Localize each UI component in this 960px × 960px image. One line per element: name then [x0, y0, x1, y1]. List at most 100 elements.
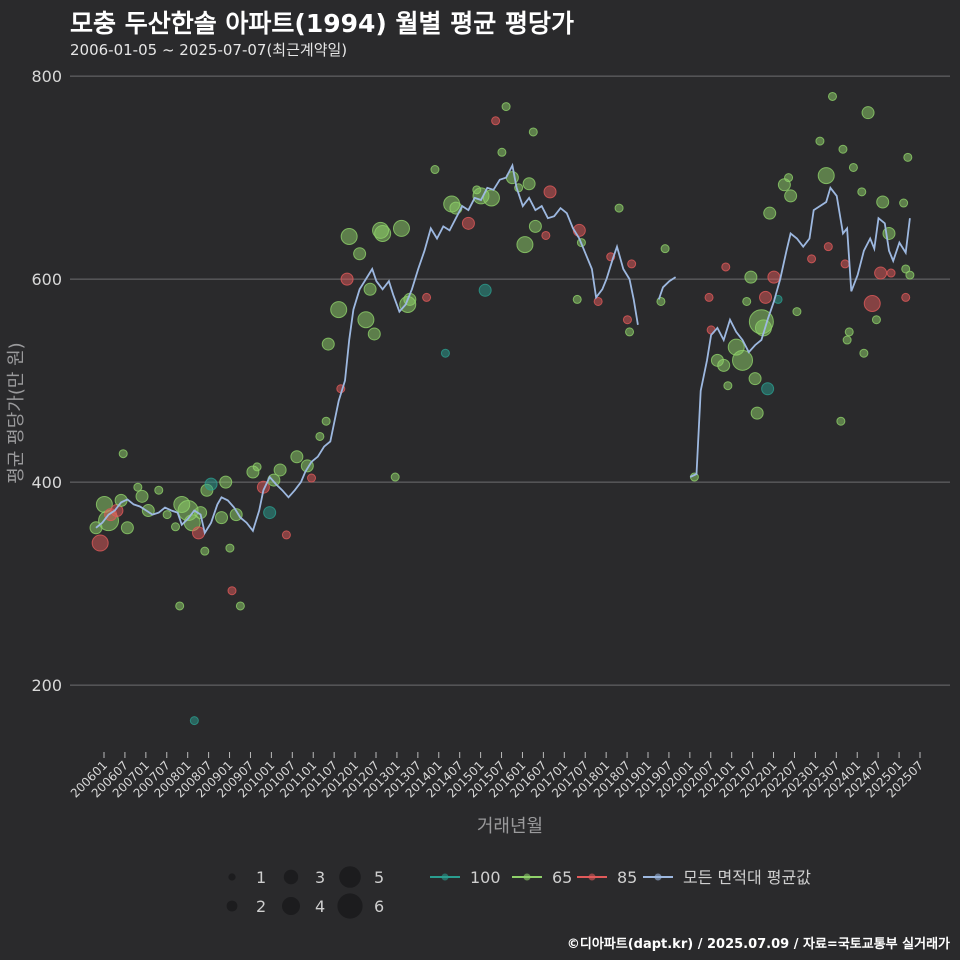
point-85-77 [541, 230, 551, 240]
point-65-99 [742, 296, 752, 306]
point-85-18 [192, 526, 206, 540]
point-65-115 [815, 136, 825, 146]
point-65-29 [235, 601, 245, 611]
average-line-segment-0 [95, 162, 639, 536]
point-85-78 [543, 185, 557, 199]
point-100-106 [761, 382, 775, 396]
point-85-114 [807, 254, 817, 264]
point-65-23 [200, 546, 210, 556]
point-85-136 [901, 292, 911, 302]
y-tick-label: 200 [31, 676, 62, 695]
point-65-112 [784, 189, 798, 203]
point-65-49 [357, 311, 375, 329]
point-65-55 [392, 219, 410, 237]
point-85-96 [721, 262, 731, 272]
point-65-76 [528, 219, 542, 233]
point-65-84 [614, 203, 624, 213]
y-tick-labels: 200 400 600 800 [31, 67, 62, 695]
point-85-117 [823, 242, 833, 252]
point-100-24 [189, 716, 199, 726]
point-65-132 [882, 226, 896, 240]
point-65-27 [225, 543, 235, 553]
point-65-13 [162, 510, 172, 520]
legend-dot-2 [588, 873, 596, 881]
point-100-34 [263, 506, 277, 520]
legend-dot-0 [441, 873, 449, 881]
point-65-131 [876, 195, 890, 209]
legend-size-label: 5 [374, 868, 384, 887]
point-85-128 [863, 294, 881, 312]
legend-size-3 [283, 869, 299, 885]
point-65-41 [315, 431, 325, 441]
point-65-129 [871, 315, 881, 325]
average-line-segment-1 [657, 276, 677, 300]
point-65-116 [817, 167, 835, 185]
point-65-118 [827, 91, 837, 101]
point-100-66 [478, 283, 492, 297]
average-line-segment-2 [689, 185, 911, 478]
point-65-127 [861, 106, 875, 120]
legend-series-label: 모든 면적대 평균값 [683, 868, 811, 887]
point-65-120 [838, 144, 848, 154]
point-65-86 [625, 327, 635, 337]
point-85-37 [281, 530, 291, 540]
point-65-28 [229, 508, 243, 522]
point-65-42 [321, 416, 331, 426]
point-65-79 [572, 294, 582, 304]
point-65-122 [842, 335, 852, 345]
point-65-53 [374, 224, 392, 242]
y-tick-label: 800 [31, 67, 62, 86]
point-65-50 [363, 282, 377, 296]
legend-series-label: 100 [470, 868, 501, 887]
legend-dot-1 [523, 873, 531, 881]
legend-size-label: 2 [256, 897, 266, 916]
point-65-138 [905, 270, 915, 280]
point-85-108 [767, 270, 781, 284]
point-65-47 [340, 228, 358, 246]
legend-size-label: 4 [315, 897, 325, 916]
point-85-63 [461, 216, 475, 230]
point-85-68 [491, 116, 501, 126]
legend-size-2 [226, 900, 238, 912]
point-65-70 [501, 102, 511, 112]
point-65-62 [449, 201, 463, 215]
point-65-101 [748, 372, 762, 386]
point-85-40 [307, 473, 317, 483]
point-65-26 [219, 475, 233, 489]
point-65-12 [154, 485, 164, 495]
point-65-88 [656, 296, 666, 306]
legend-size-label: 1 [256, 868, 266, 887]
point-65-51 [367, 327, 381, 341]
legend-series-label: 65 [552, 868, 572, 887]
y-tick-label: 400 [31, 473, 62, 492]
point-65-43 [321, 337, 335, 351]
point-65-7 [120, 521, 134, 535]
point-85-121 [840, 259, 850, 269]
point-100-21 [204, 477, 218, 491]
point-65-8 [118, 449, 128, 459]
point-65-22 [175, 601, 185, 611]
point-65-95 [723, 381, 733, 391]
point-85-1 [91, 534, 109, 552]
point-65-125 [857, 187, 867, 197]
point-65-89 [660, 244, 670, 254]
point-65-59 [430, 165, 440, 175]
legend-size-1 [228, 873, 236, 881]
point-65-32 [252, 462, 262, 472]
point-65-123 [844, 327, 854, 337]
point-65-135 [901, 264, 911, 274]
average-line [95, 162, 911, 536]
chart-subtitle: 2006-01-05 ~ 2025-07-07(최근계약일) [70, 41, 348, 59]
point-100-60 [440, 348, 450, 358]
point-85-46 [340, 272, 354, 286]
point-65-98 [732, 349, 754, 371]
point-65-9 [133, 482, 143, 492]
y-axis-label: 평균 평당가(만 원) [6, 342, 27, 483]
point-85-82 [593, 296, 603, 306]
scatter-points [89, 91, 915, 726]
legend-size-6 [337, 893, 363, 919]
point-65-119 [836, 416, 846, 426]
grid-lines [70, 75, 950, 686]
legend: 1 2 3 4 5 6 100 65 85 모든 면적대 평균값 [226, 866, 811, 919]
point-65-113 [792, 307, 802, 317]
